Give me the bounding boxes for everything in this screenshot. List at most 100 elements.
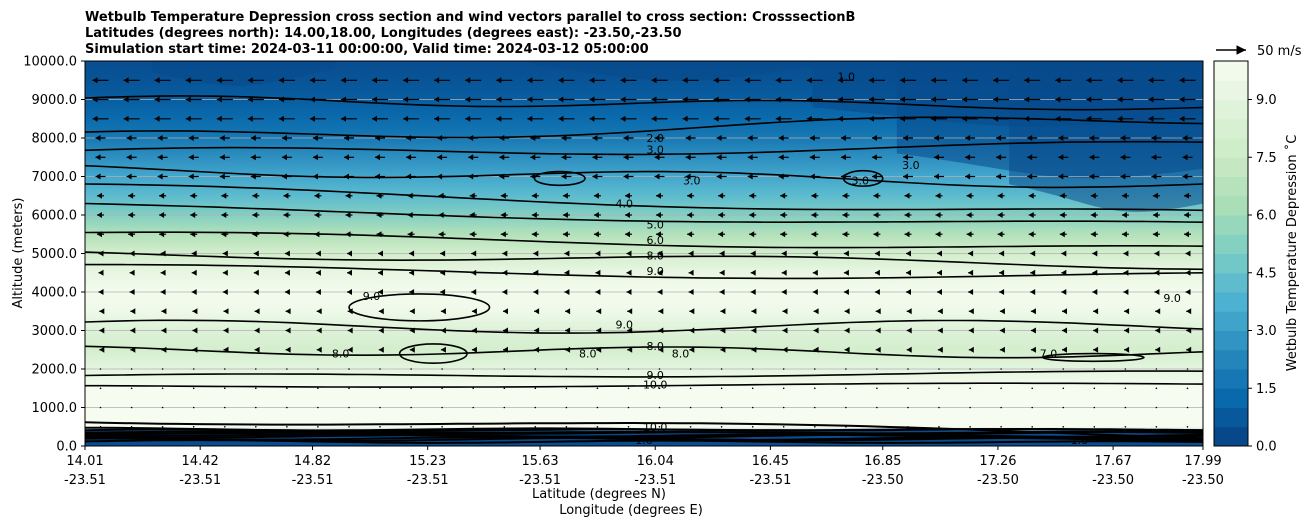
contour-label: 1.0 (838, 70, 856, 83)
wind-vector (347, 250, 352, 257)
wind-vector (720, 406, 723, 409)
wind-vector (809, 173, 820, 180)
wind-vector (713, 115, 730, 122)
wind-vector (782, 308, 788, 315)
wind-vector (97, 231, 104, 238)
wind-vector (192, 346, 198, 353)
wind-vector (780, 212, 788, 218)
y-tick-label: 7000.0 (32, 170, 78, 185)
wind-vector (906, 327, 912, 334)
wind-vector (471, 346, 477, 353)
wind-vector (97, 192, 104, 199)
colorbar-band (1214, 61, 1248, 81)
wind-vector (278, 77, 295, 84)
wind-vector (935, 212, 943, 218)
dry-air-patch (152, 61, 336, 86)
contour-label: 8.0 (579, 348, 597, 361)
wind-vector (130, 426, 133, 428)
wind-vector (192, 327, 198, 334)
x-axis-label-longitude: Longitude (degrees E) (559, 503, 703, 518)
wind-vector (716, 173, 727, 180)
wind-vector (471, 289, 477, 295)
wind-vector (997, 192, 1005, 199)
wind-vector (191, 269, 197, 276)
wind-vector (223, 346, 229, 353)
wind-vector (627, 308, 633, 315)
wind-vector (875, 327, 881, 334)
wind-vector (592, 135, 603, 141)
wind-vector (250, 154, 261, 161)
wind-vector (314, 212, 322, 218)
wind-vector (781, 289, 787, 295)
wind-vector (1062, 308, 1067, 315)
wind-vector (472, 406, 475, 409)
wind-vector (317, 426, 319, 428)
wind-vector (312, 154, 323, 161)
wind-vector (253, 289, 259, 295)
wind-vector (1089, 154, 1100, 161)
wind-vector (192, 387, 195, 390)
wind-vector (312, 173, 323, 180)
wind-vector (811, 231, 819, 238)
wind-vector (658, 368, 661, 370)
y-tick-label: 3000.0 (32, 324, 78, 339)
wind-vector (531, 192, 539, 199)
wind-vector (99, 368, 102, 370)
wind-vector (809, 135, 820, 141)
wind-vector (95, 135, 106, 141)
wind-vector (221, 192, 229, 199)
wind-vector (376, 192, 384, 199)
wind-vector (190, 212, 198, 218)
wind-vector (596, 387, 599, 390)
y-tick-label: 1000.0 (32, 401, 78, 416)
wind-vector (688, 250, 694, 257)
wind-vector (962, 96, 979, 103)
wind-vector (1186, 368, 1189, 370)
wind-vector (499, 154, 510, 161)
wind-vector (534, 368, 537, 370)
wind-vector (627, 368, 630, 370)
wind-vector (255, 368, 257, 370)
quiver-key: 50 m/s (1216, 44, 1302, 59)
wind-vector (1027, 173, 1038, 180)
y-tick-label: 5000.0 (32, 247, 78, 262)
wind-vector (157, 135, 168, 141)
wind-vector (284, 269, 290, 276)
wind-vector (657, 289, 663, 295)
wind-vector (348, 426, 350, 428)
wind-vector (999, 308, 1005, 315)
wind-vector (468, 173, 479, 180)
wind-vector (775, 115, 792, 122)
wind-vector (935, 192, 943, 199)
colorbar-tick-label: 0.0 (1256, 440, 1277, 455)
wind-vector (1000, 368, 1002, 370)
wind-vector (937, 327, 943, 334)
wind-vector (160, 289, 166, 295)
contour-line (85, 202, 1203, 223)
wind-vector (1124, 406, 1127, 409)
contour-line (85, 421, 1203, 440)
wind-vector (1093, 308, 1099, 315)
wind-vector (720, 308, 726, 315)
wind-vector (190, 192, 198, 199)
wind-vector (806, 115, 823, 122)
wind-vector (658, 346, 664, 353)
contour-lines (85, 95, 1203, 444)
wind-vector (561, 135, 572, 141)
wind-vector (407, 192, 415, 199)
x-tick-label-lon: -23.51 (292, 473, 334, 488)
x-tick-label-lat: 15.63 (521, 454, 558, 469)
wind-vector (1031, 406, 1033, 409)
wind-vector (379, 406, 381, 409)
wind-vector (589, 115, 606, 122)
wind-vector (503, 406, 506, 409)
contour-line (85, 140, 1203, 156)
wind-vector (1090, 231, 1098, 238)
wind-vector (968, 250, 974, 257)
wind-vector (1030, 327, 1036, 334)
wind-vector (1124, 368, 1127, 370)
dry-air-patch (1009, 61, 1203, 212)
wind-vector (751, 387, 754, 390)
wind-vector (216, 77, 233, 84)
wind-vector (223, 327, 229, 334)
